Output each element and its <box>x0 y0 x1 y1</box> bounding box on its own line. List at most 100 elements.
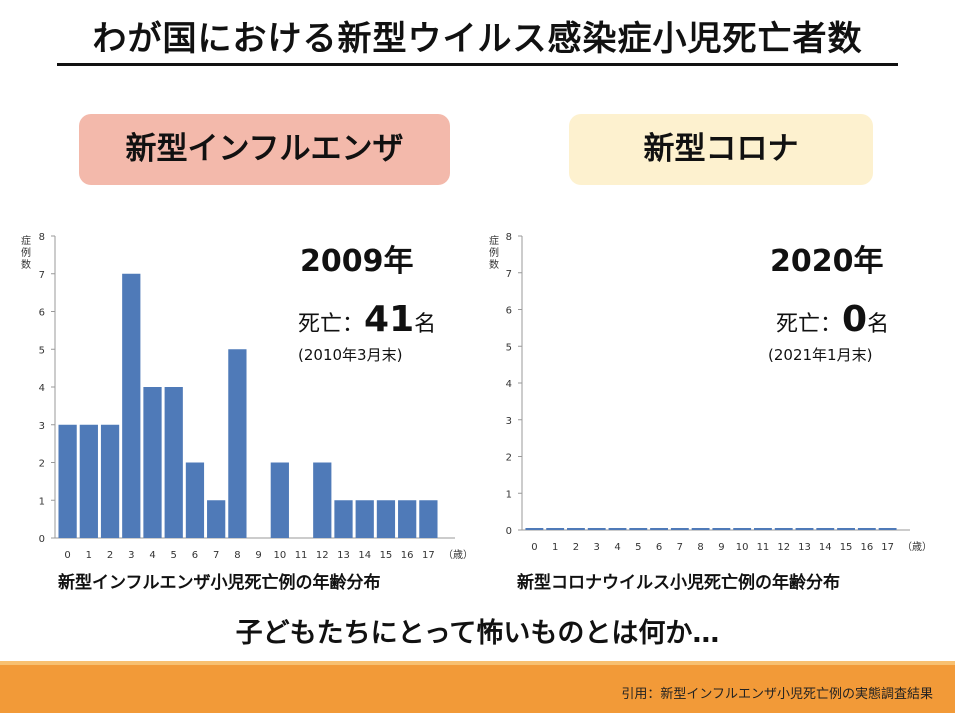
flu-death-unit: 名 <box>414 312 437 337</box>
covid-chart-caption: 新型コロナウイルス小児死亡例の年齢分布 <box>517 573 840 593</box>
flu-bar <box>79 424 98 538</box>
flu-bar <box>185 462 205 538</box>
flu-y-axis-label: 症例数 <box>21 236 31 271</box>
covid-bar <box>587 528 606 530</box>
covid-bar <box>608 528 627 530</box>
flu-chart-caption: 新型インフルエンザ小児死亡例の年齢分布 <box>58 573 381 593</box>
covid-bar <box>691 528 710 530</box>
covid-bar <box>712 528 731 530</box>
flu-x-tick-label: 15 <box>380 550 393 561</box>
flu-x-tick-label: 10 <box>273 550 286 561</box>
flu-bar <box>419 500 438 538</box>
flu-x-tick-label: 7 <box>213 550 219 561</box>
covid-bar <box>670 528 689 530</box>
covid-x-tick-label: 4 <box>614 542 620 553</box>
covid-y-tick-label: 3 <box>506 416 512 427</box>
covid-as-of: (2021年1月末) <box>768 346 873 364</box>
flu-x-tick-label: 16 <box>401 550 414 561</box>
covid-x-tick-label: 6 <box>656 542 662 553</box>
covid-bar <box>525 528 544 530</box>
flu-bar <box>164 387 183 538</box>
covid-x-tick-label: 9 <box>718 542 724 553</box>
flu-bar <box>334 500 353 538</box>
covid-x-tick-label: 5 <box>635 542 641 553</box>
flu-x-tick-label: 17 <box>422 550 435 561</box>
covid-x-tick-label: 1 <box>552 542 558 553</box>
flu-bar <box>143 387 162 538</box>
flu-x-tick-label: 12 <box>316 550 329 561</box>
covid-x-tick-label: 8 <box>697 542 703 553</box>
covid-x-tick-label: 10 <box>736 542 749 553</box>
flu-x-tick-label: 1 <box>86 550 92 561</box>
flu-x-tick-label: 5 <box>171 550 177 561</box>
flu-as-of: (2010年3月末) <box>298 346 403 364</box>
conclusion-text: 子どもたちにとって怖いものとは何か… <box>235 618 720 649</box>
covid-y-tick-label: 6 <box>506 306 512 317</box>
footer-bar: 引用：新型インフルエンザ小児死亡例の実態調査結果 <box>0 661 955 713</box>
flu-x-tick-label: 3 <box>128 550 134 561</box>
covid-x-tick-label: 11 <box>757 542 770 553</box>
covid-bar <box>816 528 835 530</box>
flu-x-tick-label: 4 <box>149 550 155 561</box>
flu-x-tick-label: 2 <box>107 550 113 561</box>
flu-bar <box>58 424 77 538</box>
covid-bar <box>629 528 648 530</box>
covid-y-tick-label: 0 <box>506 526 512 537</box>
flu-bar <box>228 349 247 538</box>
flu-x-tick-label: 13 <box>337 550 350 561</box>
covid-y-tick-label: 8 <box>506 232 512 243</box>
flu-x-tick-label: 0 <box>64 550 70 561</box>
covid-y-tick-label: 4 <box>506 379 512 390</box>
covid-bar <box>650 528 668 530</box>
flu-x-tick-label: 8 <box>234 550 240 561</box>
covid-y-tick-label: 2 <box>506 453 512 464</box>
flu-x-tick-label: 9 <box>255 550 261 561</box>
covid-x-tick-label: 7 <box>677 542 683 553</box>
flu-x-tick-label: 11 <box>295 550 308 561</box>
covid-year: 2020年 <box>770 244 884 279</box>
covid-panel-label: 新型コロナ <box>569 114 873 185</box>
flu-x-tick-label: 14 <box>358 550 371 561</box>
title-underline <box>57 63 898 66</box>
flu-death-count: 死亡：41名 <box>298 300 436 345</box>
covid-x-axis-label: （歳） <box>902 541 932 553</box>
footer-citation: 引用：新型インフルエンザ小児死亡例の実態調査結果 <box>621 687 933 702</box>
flu-y-tick-label: 5 <box>39 345 45 356</box>
covid-death-unit: 名 <box>867 312 890 337</box>
footer-accent-line <box>0 661 955 665</box>
flu-bar <box>100 424 120 538</box>
flu-y-tick-label: 6 <box>39 308 45 319</box>
covid-bar <box>774 528 793 530</box>
covid-x-tick-label: 3 <box>594 542 600 553</box>
flu-y-tick-label: 1 <box>39 496 45 507</box>
covid-death-count: 死亡：0名 <box>776 300 889 345</box>
covid-x-tick-label: 12 <box>777 542 790 553</box>
covid-bar <box>795 528 814 530</box>
flu-x-tick-label: 6 <box>192 550 198 561</box>
covid-bar <box>754 528 772 530</box>
covid-x-tick-label: 15 <box>840 542 853 553</box>
flu-bar <box>313 462 332 538</box>
flu-bar <box>376 500 396 538</box>
covid-death-prefix: 死亡： <box>776 312 843 337</box>
page-title: わが国における新型ウイルス感染症小児死亡者数 <box>92 19 863 59</box>
covid-y-tick-label: 1 <box>506 489 512 500</box>
flu-y-tick-label: 0 <box>39 534 45 545</box>
flu-bar <box>398 500 417 538</box>
flu-bar <box>207 500 226 538</box>
flu-panel-label: 新型インフルエンザ <box>79 114 450 185</box>
covid-bar <box>837 528 855 530</box>
covid-bar <box>733 528 752 530</box>
flu-x-axis-label: （歳） <box>443 549 470 561</box>
covid-bar <box>567 528 585 530</box>
covid-bar <box>878 528 897 530</box>
covid-y-axis-label: 症例数 <box>489 236 499 271</box>
covid-x-tick-label: 14 <box>819 542 832 553</box>
covid-x-tick-label: 0 <box>531 542 537 553</box>
flu-bar <box>122 273 141 538</box>
flu-death-number: 41 <box>364 299 415 340</box>
covid-y-tick-label: 5 <box>506 342 512 353</box>
flu-y-tick-label: 2 <box>39 459 45 470</box>
flu-y-tick-label: 4 <box>39 383 45 394</box>
